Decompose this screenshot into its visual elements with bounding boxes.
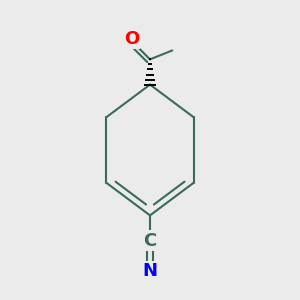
Text: O: O — [124, 29, 139, 47]
Text: C: C — [143, 232, 157, 250]
Text: N: N — [142, 262, 158, 280]
